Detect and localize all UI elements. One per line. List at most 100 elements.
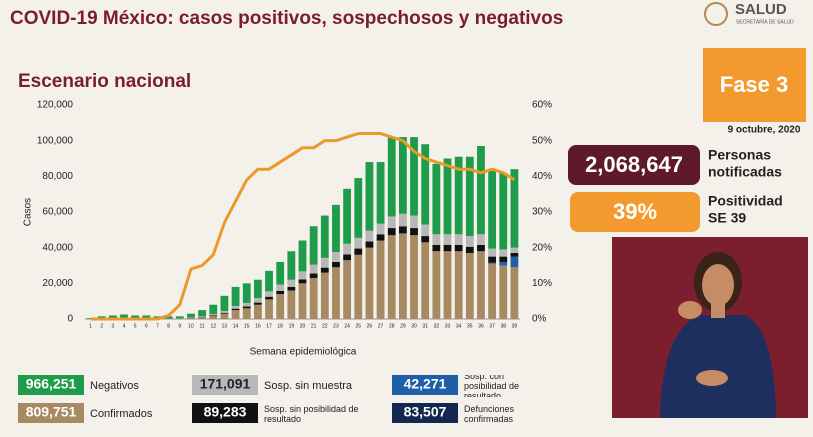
y2-tick-label: 0% [532, 314, 547, 325]
bar-segment [454, 244, 463, 252]
bar-segment [387, 137, 396, 217]
bar-segment [432, 244, 441, 252]
bar-segment [209, 314, 218, 316]
legend-label: Confirmados [90, 408, 153, 420]
bar-segment [510, 247, 519, 254]
bar-segment [276, 284, 285, 291]
bar-segment [398, 233, 407, 319]
bar-segment [488, 170, 497, 249]
x-tick-label: 13 [222, 323, 228, 329]
x-tick-label: 37 [489, 323, 495, 329]
positivity: 39% [613, 199, 657, 224]
bar-segment [410, 235, 418, 319]
bar-segment [499, 256, 508, 262]
bar-segment [410, 215, 418, 229]
bar-segment [365, 241, 374, 248]
y-tick-label: 80,000 [42, 171, 73, 182]
bar-segment [209, 314, 218, 315]
bar-segment [477, 244, 485, 252]
x-tick-label: 17 [266, 323, 272, 329]
legend-swatch [192, 403, 258, 423]
legend-label-box: Sosp. sin posibilidad de resultado [264, 404, 359, 424]
bar-segment [332, 261, 340, 268]
bar-segment [231, 310, 240, 319]
legend-label: Defunciones confirmadas [464, 404, 515, 424]
y2-tick-label: 30% [532, 207, 552, 218]
bar-segment [320, 272, 329, 319]
bar-segment [309, 226, 318, 265]
legend-total: 171,091 [200, 376, 251, 392]
bar-segment [443, 251, 452, 319]
notified-label: notificadas [708, 164, 782, 180]
bar-segment [343, 243, 352, 255]
bar-segment [298, 271, 307, 280]
x-tick-label: 11 [200, 323, 205, 329]
bar-segment [510, 267, 519, 319]
bar-segment [465, 246, 474, 254]
bar-segment [231, 308, 240, 311]
bar-segment [443, 244, 452, 252]
notified: 2,068,647 [585, 152, 683, 177]
bar-segment [320, 215, 329, 258]
legend-label-box: Confirmados [90, 408, 153, 420]
x-tick-label: 9 [178, 323, 181, 329]
bar-segment [398, 226, 407, 234]
bar-segment [387, 216, 396, 229]
bar-segment [287, 286, 296, 291]
legend-total: 966,251 [26, 376, 77, 392]
x-tick-label: 26 [367, 323, 373, 329]
bar-segment [265, 270, 273, 292]
bar-segment [454, 251, 463, 319]
plot: 0 20,000 40,000 60,000 80,000 100,000 120,000 0… [37, 100, 552, 330]
bar-segment [354, 248, 363, 255]
x-tick-label: 30 [411, 323, 417, 329]
bar-segment [309, 277, 318, 319]
x-tick-label: 27 [378, 323, 384, 329]
chart-title: Escenario nacional [18, 71, 191, 92]
x-tick-label: 29 [400, 323, 406, 329]
bar-segment [365, 230, 374, 242]
y2-tick-label: 20% [532, 242, 552, 253]
date: 9 octubre, 2020 [728, 125, 801, 136]
legend-label: Sosp. sin muestra [264, 380, 353, 392]
x-tick-label: 38 [500, 323, 506, 329]
bar-segment [376, 162, 385, 224]
legend-swatch [392, 375, 458, 395]
bar-segment [421, 224, 430, 237]
legend-label: Sosp. sin posibilidad de resultado [264, 404, 359, 424]
bar-segment [242, 308, 251, 319]
legend-total: 42,271 [404, 376, 447, 392]
bar-segment [488, 248, 497, 257]
bar-segment [198, 316, 207, 317]
legend-total: 83,507 [404, 404, 447, 420]
bar-segment [187, 313, 195, 318]
x-tick-label: 21 [311, 323, 317, 329]
bar-segment [198, 317, 207, 319]
bar-segment [332, 252, 340, 262]
bar-segment [220, 310, 229, 313]
legend-swatch [18, 375, 84, 395]
bar-segment [443, 234, 452, 245]
bar-segment [510, 256, 519, 268]
positivity-label: SE 39 [708, 210, 746, 226]
y-tick-label: 100,000 [37, 135, 74, 146]
bar-segment [343, 188, 352, 244]
interpreter-video [612, 237, 808, 418]
bar-segment [187, 318, 195, 319]
x-tick-label: 20 [300, 323, 306, 329]
bar-segment [287, 251, 296, 280]
legend-label: Negativos [90, 380, 139, 392]
y-axis-label: Casos [23, 198, 34, 226]
bar-segment [443, 158, 452, 235]
y-tick-label: 40,000 [42, 242, 73, 253]
bar-segment [198, 310, 207, 317]
x-tick-label: 6 [145, 323, 148, 329]
bar-segment [354, 178, 363, 238]
legend-label: Sosp. con posibilidad de resultado [464, 375, 520, 397]
bar-segment [242, 283, 251, 303]
bar-segment [287, 279, 296, 287]
x-tick-label: 15 [244, 323, 250, 329]
x-tick-label: 34 [456, 323, 462, 329]
x-axis-label: Semana epidemiológica [250, 347, 357, 358]
